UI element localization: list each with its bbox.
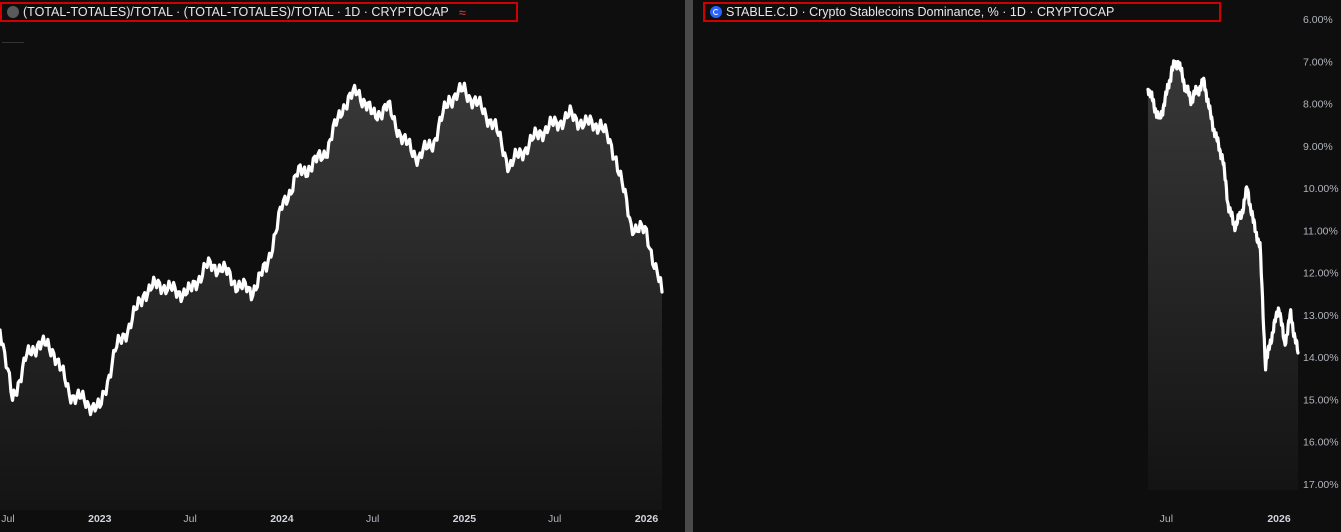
right-y-tick-label: 12.00% [1303,268,1339,280]
right-chart-pane[interactable]: Jul 2026 17.00% 16.00% 15.00% 14.00% 13.00% 12.… [693,0,1341,532]
left-x-tick-label: 2024 [270,513,294,525]
left-x-tick-label: 2023 [88,513,112,525]
left-x-tick-label: Jul [548,513,561,525]
right-y-tick-label: 11.00% [1303,225,1338,237]
left-chart-pane[interactable]: Jul 2023 Jul 2024 Jul 2025 Jul 2026 (TOTAL-TOTA… [0,0,685,532]
right-y-tick-label: 7.00% [1303,56,1333,68]
left-chart-canvas[interactable]: Jul 2023 Jul 2024 Jul 2025 Jul 2026 [0,0,685,532]
right-y-tick-label: 10.00% [1303,183,1339,195]
right-y-tick-label: 17.00% [1303,479,1339,491]
left-x-tick-label: 2026 [635,513,659,525]
legend-underline [2,42,24,43]
symbol-logo-icon [7,6,19,18]
left-x-tick-label: 2025 [453,513,477,525]
right-series-legend[interactable]: STABLE.C.D · Crypto Stablecoins Dominanc… [703,2,1221,22]
left-series-line [0,81,664,417]
pane-divider[interactable] [685,0,693,532]
right-series-line [1146,59,1300,372]
right-y-tick-label: 8.00% [1303,99,1333,111]
left-series-legend[interactable]: (TOTAL-TOTALES)/TOTAL · (TOTAL-TOTALES)/… [0,2,518,22]
left-legend-text: (TOTAL-TOTALES)/TOTAL · (TOTAL-TOTALES)/… [23,5,449,19]
right-x-tick-label: Jul [1160,513,1173,525]
right-x-tick-label: 2026 [1267,513,1291,525]
right-y-tick-label: 15.00% [1303,395,1339,407]
right-y-tick-label: 6.00% [1303,14,1333,26]
approx-icon[interactable]: ≈ [458,4,466,20]
left-series-area [0,83,662,510]
right-y-tick-label: 16.00% [1303,437,1339,449]
stablecoin-logo-icon [710,6,722,18]
left-x-tick-label: Jul [1,513,14,525]
right-y-tick-label: 13.00% [1303,310,1339,322]
right-legend-text: STABLE.C.D · Crypto Stablecoins Dominanc… [726,5,1115,19]
right-y-tick-label: 9.00% [1303,141,1333,153]
left-x-tick-label: Jul [366,513,379,525]
left-x-tick-label: Jul [183,513,196,525]
right-chart-canvas[interactable]: Jul 2026 17.00% 16.00% 15.00% 14.00% 13.00% 12.… [693,0,1341,532]
right-y-tick-label: 14.00% [1303,352,1339,364]
right-series-area [1148,60,1298,491]
